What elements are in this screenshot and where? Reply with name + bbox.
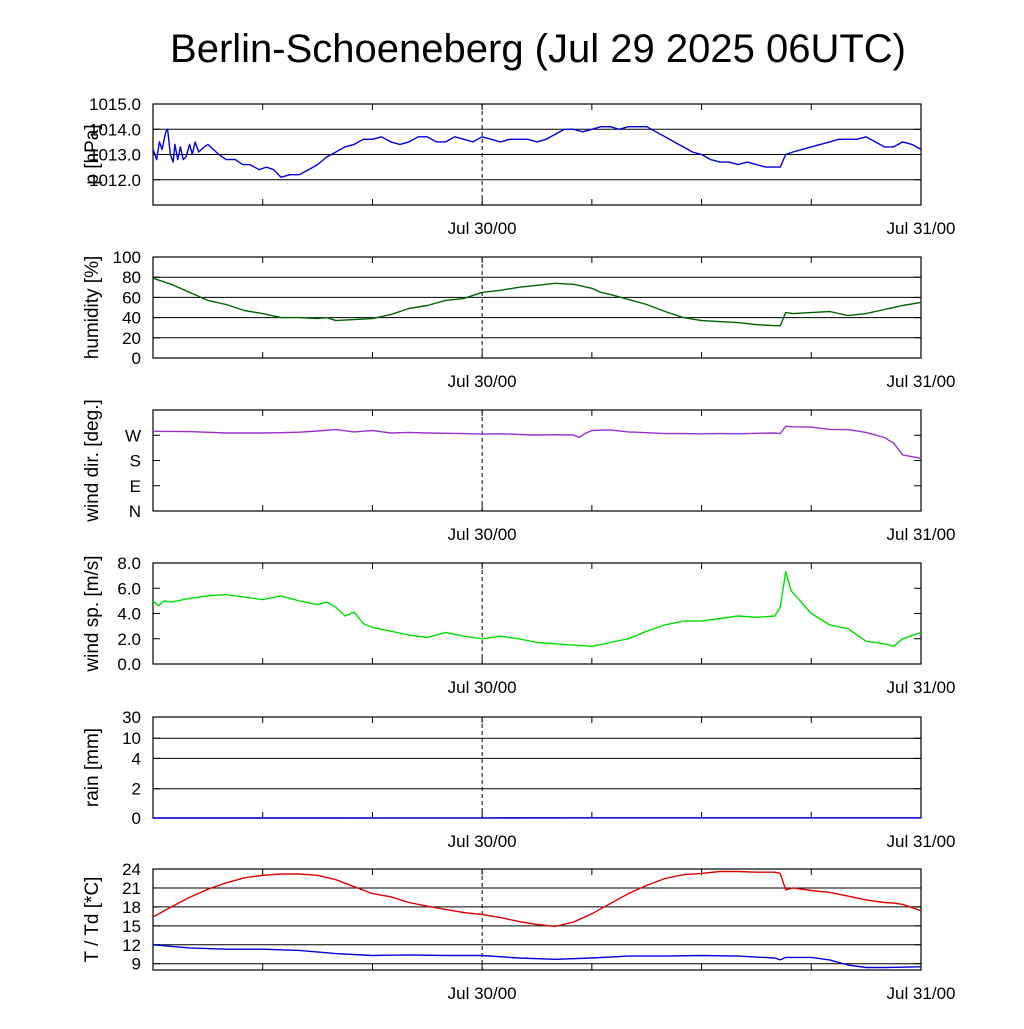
y-tick-label: 8.0 [117, 554, 141, 573]
y-tick-label: 6.0 [117, 579, 141, 598]
x-tick-label: Jul 30/00 [448, 525, 517, 544]
panel-frame [153, 410, 921, 511]
y-tick-label: 12 [122, 936, 141, 955]
x-tick-label: Jul 30/00 [448, 372, 517, 391]
y-axis-label: wind sp. [m/s] [82, 555, 103, 672]
series-line-t-td-c-1 [153, 872, 921, 927]
x-tick-label: Jul 31/00 [887, 984, 956, 1003]
panel-frame [153, 257, 921, 358]
x-tick-label: Jul 31/00 [887, 219, 956, 238]
y-tick-label: 4.0 [117, 605, 141, 624]
x-tick-label: Jul 30/00 [448, 832, 517, 851]
y-axis-label: T / Td [*C] [82, 877, 103, 963]
chart-title: Berlin-Schoeneberg (Jul 29 2025 06UTC) [170, 27, 906, 71]
y-tick-label: 10 [122, 729, 141, 748]
y-tick-label: 1015.0 [89, 95, 141, 114]
y-tick-label: 0 [132, 809, 141, 828]
panel-frame [153, 563, 921, 664]
series-line-humidity-1 [153, 278, 921, 326]
y-tick-label: S [130, 452, 141, 471]
y-tick-label: 20 [122, 329, 141, 348]
panel-5: 0 2 410 30 Jul 30/00 Jul 31/00 rain [mm] [82, 708, 956, 851]
x-tick-label: Jul 31/00 [887, 678, 956, 697]
y-tick-label: N [129, 502, 141, 521]
series-line-p-hpa-1 [153, 127, 921, 178]
y-axis-label: p [hPa] [82, 124, 103, 184]
y-tick-label: 40 [122, 309, 141, 328]
y-tick-label: E [130, 477, 141, 496]
x-tick-label: Jul 30/00 [448, 219, 517, 238]
y-tick-label: 21 [122, 879, 141, 898]
x-tick-label: Jul 31/00 [887, 525, 956, 544]
y-tick-label: 4 [132, 749, 141, 768]
y-tick-label: 60 [122, 288, 141, 307]
series-line-wind-dir-deg-1 [153, 426, 921, 458]
x-tick-label: Jul 31/00 [887, 372, 956, 391]
x-tick-label: Jul 31/00 [887, 832, 956, 851]
y-tick-label: 0.0 [117, 655, 141, 674]
panel-frame [153, 869, 921, 970]
y-tick-label: 24 [122, 860, 141, 879]
y-axis-label: humidity [%] [82, 256, 103, 359]
series-line-wind-sp-m-s-1 [153, 572, 921, 647]
x-tick-label: Jul 30/00 [448, 678, 517, 697]
y-tick-label: 15 [122, 917, 141, 936]
y-tick-label: 30 [122, 708, 141, 727]
y-tick-label: 0 [132, 349, 141, 368]
panel-frame [153, 717, 921, 818]
panel-4: 0.0 2.0 4.0 6.0 8.0 Jul 30/00 Jul 31/00 wind sp… [82, 554, 956, 697]
y-tick-label: 2 [132, 780, 141, 799]
y-axis-label: wind dir. [deg.] [82, 399, 103, 523]
y-tick-label: W [125, 426, 141, 445]
y-tick-label: 80 [122, 268, 141, 287]
y-tick-label: 18 [122, 898, 141, 917]
y-tick-label: 100 [113, 248, 141, 267]
x-tick-label: Jul 30/00 [448, 984, 517, 1003]
y-tick-label: 2.0 [117, 630, 141, 649]
y-tick-label: 9 [132, 955, 141, 974]
y-axis-label: rain [mm] [82, 728, 103, 807]
